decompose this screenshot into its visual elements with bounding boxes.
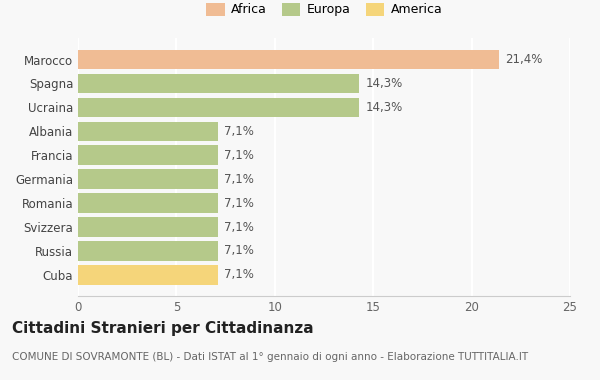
Bar xyxy=(78,217,218,237)
Text: 7,1%: 7,1% xyxy=(224,125,254,138)
Text: 7,1%: 7,1% xyxy=(224,268,254,281)
Text: 7,1%: 7,1% xyxy=(224,220,254,233)
Text: 7,1%: 7,1% xyxy=(224,173,254,186)
Text: 7,1%: 7,1% xyxy=(224,149,254,162)
Text: COMUNE DI SOVRAMONTE (BL) - Dati ISTAT al 1° gennaio di ogni anno - Elaborazione: COMUNE DI SOVRAMONTE (BL) - Dati ISTAT a… xyxy=(12,352,528,361)
Text: 7,1%: 7,1% xyxy=(224,196,254,210)
Text: 7,1%: 7,1% xyxy=(224,244,254,257)
Legend: Africa, Europa, America: Africa, Europa, America xyxy=(201,0,447,21)
Bar xyxy=(78,98,359,117)
Bar xyxy=(78,241,218,261)
Text: 14,3%: 14,3% xyxy=(365,77,403,90)
Bar xyxy=(78,169,218,189)
Bar xyxy=(78,122,218,141)
Text: 21,4%: 21,4% xyxy=(505,53,542,66)
Bar xyxy=(78,146,218,165)
Bar xyxy=(78,193,218,213)
Text: 14,3%: 14,3% xyxy=(365,101,403,114)
Bar xyxy=(78,265,218,285)
Bar xyxy=(78,74,359,93)
Bar xyxy=(78,50,499,70)
Text: Cittadini Stranieri per Cittadinanza: Cittadini Stranieri per Cittadinanza xyxy=(12,321,314,336)
